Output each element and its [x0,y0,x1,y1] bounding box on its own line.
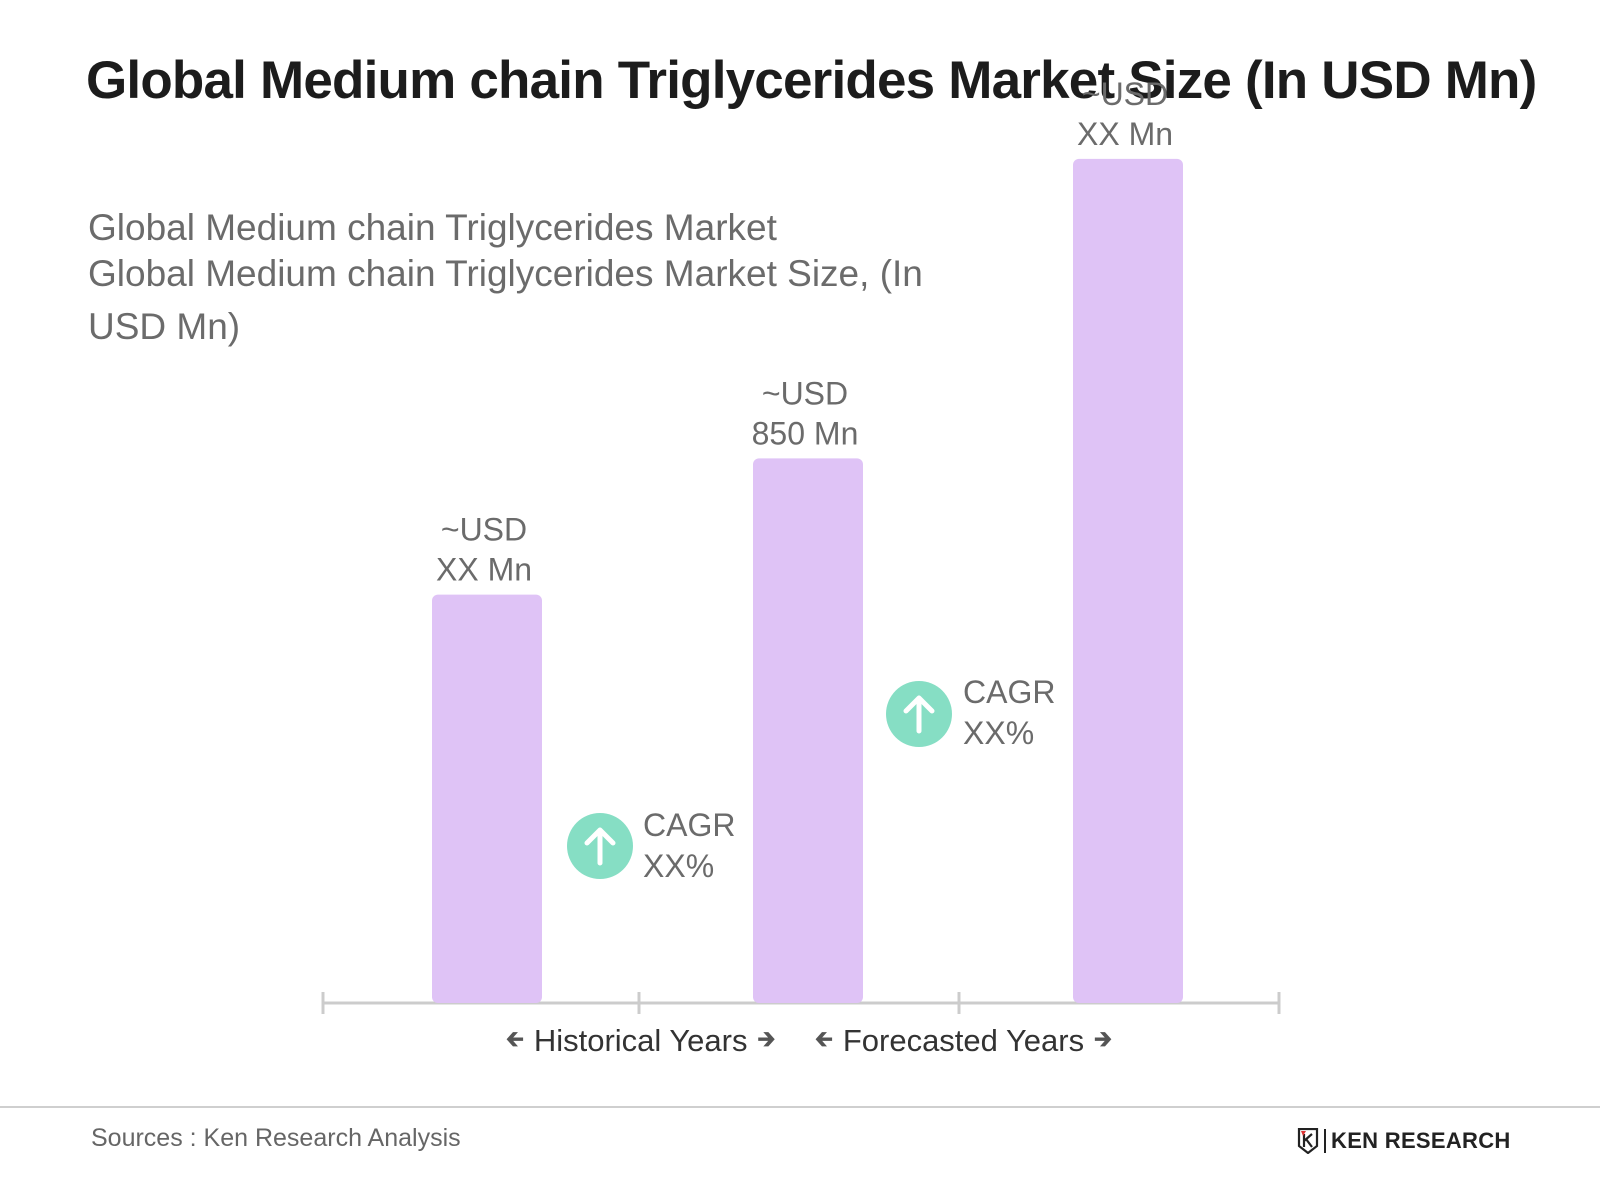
arrow-right-icon: 🡲 [1094,1027,1112,1052]
cagr-label: CAGR [963,674,1055,710]
cagr-label: CAGR [643,807,735,843]
bar-value-label: 850 Mn [752,415,859,451]
brand-separator [1324,1129,1326,1153]
cagr-value: XX% [643,848,714,884]
forecasted-years-text: Forecasted Years [842,1023,1085,1058]
arrow-left-icon: 🡰 [815,1027,833,1052]
page-title: Global Medium chain Triglycerides Market… [86,51,1537,110]
chart-subtitle-line1: Global Medium chain Triglycerides Market [88,207,777,248]
arrow-left-icon: 🡰 [506,1027,524,1052]
cagr-value: XX% [963,715,1034,751]
source-note: Sources : Ken Research Analysis [91,1124,461,1152]
bar-value-label: XX Mn [1077,116,1173,152]
bar [1073,158,1183,1003]
forecasted-years-label: 🡰 Forecasted Years 🡲 [815,1022,1112,1060]
footer-divider [0,1106,1600,1108]
bar-value-label: ~USD [762,375,848,411]
brand-name: KEN RESEARCH [1331,1128,1511,1153]
arrow-up-icon [903,695,935,734]
ken-research-logo-icon [1297,1128,1319,1154]
chart-subtitle-line2: Global Medium chain Triglycerides Market… [88,253,923,294]
bar-chart: ~USD XX Mn ~USD 850 Mn ~USD XX Mn CAGR XX% CAGR X… [321,76,1281,1014]
arrow-up-icon [584,827,616,866]
bar [432,594,542,1003]
brand-logo: KEN RESEARCH [1297,1128,1511,1154]
bar [753,458,863,1003]
historical-years-label: 🡰 Historical Years 🡲 [506,1022,775,1060]
bar-value-label: ~USD [1082,76,1168,112]
bar-value-label: XX Mn [436,552,532,588]
chart-subtitle-line3: USD Mn) [88,306,241,347]
bar-value-label: ~USD [441,512,527,548]
arrow-right-icon: 🡲 [757,1027,776,1052]
historical-years-text: Historical Years [533,1023,748,1058]
